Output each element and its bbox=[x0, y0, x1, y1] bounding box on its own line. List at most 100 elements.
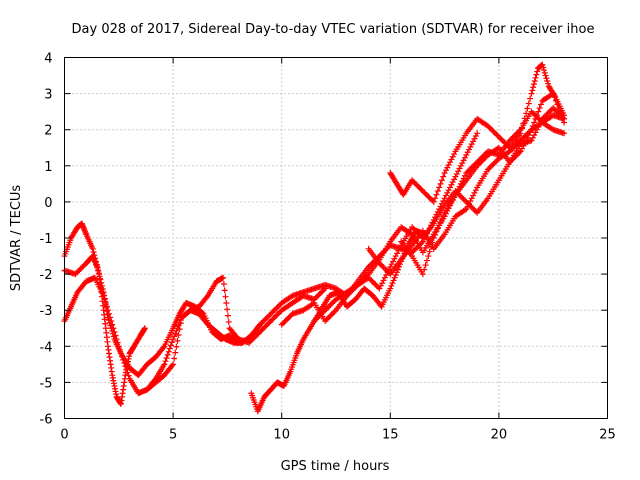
data-point bbox=[442, 192, 449, 199]
data-point bbox=[171, 333, 178, 340]
y-axis-label: SDTVAR / TECUs bbox=[9, 185, 24, 292]
data-point bbox=[261, 317, 268, 324]
data-point bbox=[466, 200, 473, 207]
data-point bbox=[120, 356, 127, 363]
data-point bbox=[169, 362, 176, 369]
data-point bbox=[410, 225, 417, 232]
data-point bbox=[75, 268, 82, 275]
data-point bbox=[388, 261, 395, 268]
data-point bbox=[509, 145, 516, 152]
data-point bbox=[395, 247, 402, 254]
data-point bbox=[102, 299, 109, 306]
x-tick-label: 20 bbox=[491, 428, 508, 443]
data-point bbox=[172, 330, 179, 337]
data-point bbox=[164, 351, 171, 358]
data-point bbox=[309, 300, 316, 307]
data-point bbox=[76, 267, 83, 274]
data-point bbox=[256, 328, 263, 335]
data-point bbox=[285, 314, 292, 321]
data-point bbox=[103, 303, 110, 310]
x-tick-label: 15 bbox=[382, 428, 399, 443]
data-point bbox=[423, 257, 430, 264]
data-point bbox=[550, 90, 557, 97]
data-point bbox=[409, 224, 416, 231]
data-point bbox=[371, 280, 378, 287]
data-point bbox=[512, 142, 519, 149]
data-point bbox=[529, 110, 536, 117]
data-point bbox=[366, 276, 373, 283]
data-point bbox=[220, 281, 227, 288]
data-point bbox=[265, 313, 272, 320]
data-point bbox=[421, 189, 428, 196]
data-point bbox=[517, 148, 524, 155]
data-point bbox=[224, 312, 231, 319]
data-points bbox=[61, 61, 568, 415]
data-point bbox=[376, 260, 383, 267]
data-point bbox=[387, 263, 394, 270]
data-point bbox=[550, 105, 557, 112]
data-point bbox=[504, 142, 511, 149]
data-point bbox=[433, 191, 440, 198]
data-point bbox=[525, 100, 532, 107]
data-point bbox=[322, 318, 329, 325]
data-point bbox=[177, 320, 184, 327]
data-point bbox=[528, 90, 535, 97]
data-point bbox=[167, 342, 174, 349]
data-point bbox=[94, 267, 101, 274]
data-point bbox=[324, 315, 331, 322]
data-point bbox=[318, 289, 325, 296]
data-point bbox=[312, 316, 319, 323]
data-point bbox=[415, 184, 422, 191]
data-point bbox=[517, 137, 524, 144]
data-point bbox=[531, 119, 538, 126]
data-point bbox=[327, 312, 334, 319]
data-point bbox=[263, 322, 270, 329]
data-point bbox=[203, 294, 210, 301]
data-point bbox=[411, 226, 418, 233]
y-tick-label: -6 bbox=[40, 413, 53, 428]
data-point bbox=[379, 280, 386, 287]
data-point bbox=[523, 137, 530, 144]
data-point bbox=[432, 231, 439, 238]
data-point bbox=[369, 278, 376, 285]
data-point bbox=[531, 111, 538, 118]
data-point bbox=[375, 284, 382, 291]
data-point bbox=[107, 314, 114, 321]
x-tick-label: 0 bbox=[60, 428, 68, 443]
data-point bbox=[259, 326, 266, 333]
data-point bbox=[514, 151, 521, 158]
data-point bbox=[323, 305, 330, 312]
data-point bbox=[506, 137, 513, 144]
data-point bbox=[489, 162, 496, 169]
data-point bbox=[380, 277, 387, 284]
data-point bbox=[467, 143, 474, 150]
data-point bbox=[125, 372, 132, 379]
data-point bbox=[328, 300, 335, 307]
y-tick-label: -5 bbox=[40, 376, 53, 391]
data-point bbox=[326, 313, 333, 320]
data-point bbox=[468, 141, 475, 148]
data-point bbox=[119, 353, 126, 360]
data-point bbox=[409, 177, 416, 184]
data-point bbox=[330, 309, 337, 316]
data-point bbox=[561, 119, 568, 126]
data-point bbox=[552, 97, 559, 104]
data-point bbox=[280, 320, 287, 327]
data-point bbox=[546, 109, 553, 116]
data-point bbox=[524, 130, 531, 137]
data-point bbox=[368, 261, 375, 268]
data-point bbox=[548, 91, 555, 98]
data-point bbox=[467, 197, 474, 204]
data-point bbox=[270, 315, 277, 322]
data-point bbox=[474, 130, 481, 137]
data-point bbox=[313, 293, 320, 300]
data-point bbox=[533, 71, 540, 78]
data-point bbox=[377, 261, 384, 268]
data-point bbox=[380, 264, 387, 271]
data-point bbox=[556, 108, 563, 115]
data-point bbox=[381, 265, 388, 272]
data-point bbox=[165, 348, 172, 355]
data-point bbox=[448, 181, 455, 188]
data-point bbox=[222, 293, 229, 300]
y-tick-label: -2 bbox=[40, 268, 53, 283]
